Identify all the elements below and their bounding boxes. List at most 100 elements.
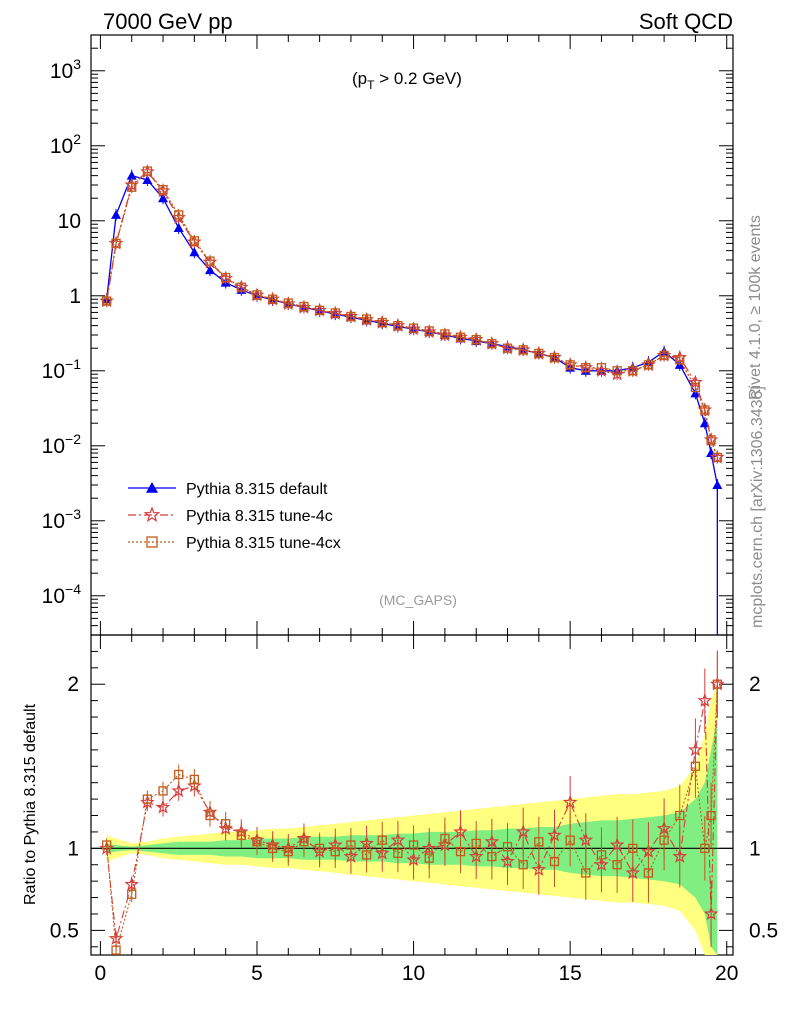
- square-marker: [643, 360, 654, 370]
- y-tick-label: 10−3: [42, 506, 82, 533]
- square-marker: [299, 301, 309, 312]
- square-marker: [549, 352, 560, 363]
- header-right: Soft QCD: [639, 9, 733, 34]
- ratio-series-2: [102, 650, 722, 955]
- square-marker: [111, 945, 121, 955]
- legend-label: Pythia 8.315 tune-4cx: [186, 535, 341, 552]
- square-marker: [549, 856, 560, 867]
- square-marker: [440, 833, 450, 844]
- star-marker: [515, 824, 531, 839]
- square-marker: [455, 332, 466, 342]
- square-marker: [659, 350, 669, 361]
- square-marker: [127, 182, 137, 192]
- cut-annotation: (pT > 0.2 GeV): [352, 69, 462, 92]
- square-marker: [299, 837, 309, 847]
- square-marker: [440, 329, 450, 339]
- ratio-tick-label-right: 1: [749, 837, 761, 860]
- square-marker: [502, 343, 513, 353]
- ratio-tick-label-right: 0.5: [749, 919, 778, 942]
- triangle-marker: [189, 247, 200, 257]
- square-marker: [158, 786, 168, 796]
- square-marker: [408, 840, 419, 850]
- triangle-marker: [146, 482, 158, 493]
- square-marker: [361, 314, 372, 324]
- square-marker: [102, 296, 112, 306]
- rivet-version-label: Rivet 4.1.0, ≥ 100k events: [747, 215, 764, 400]
- square-marker: [596, 363, 607, 373]
- star-marker: [143, 506, 161, 523]
- square-marker: [518, 860, 528, 870]
- square-marker: [236, 830, 246, 840]
- star-marker: [108, 930, 124, 945]
- ratio-outer-band: [106, 684, 718, 955]
- square-marker: [221, 272, 231, 283]
- square-marker: [487, 339, 497, 349]
- ratio-inner-band: [106, 717, 718, 955]
- triangle-marker: [205, 265, 216, 275]
- ratio-ylabel: Ratio to Pythia 8.315 default: [22, 703, 39, 905]
- square-marker: [174, 210, 184, 220]
- star-marker: [672, 848, 688, 863]
- square-marker: [314, 305, 325, 315]
- triangle-marker: [158, 193, 169, 203]
- square-marker: [111, 238, 121, 249]
- y-tick-label: 10−1: [42, 356, 82, 383]
- square-marker: [712, 452, 722, 463]
- triangle-marker: [173, 223, 184, 233]
- y-tick-label: 10−4: [42, 581, 82, 608]
- square-marker: [361, 850, 372, 860]
- ratio-plot: 0 5 10 15 20 2 2 1 1 0.5 0.5: [50, 635, 778, 985]
- header-left: 7000 GeV pp: [103, 9, 233, 34]
- y-tick-label: 1: [69, 285, 81, 308]
- triangle-marker: [111, 209, 122, 219]
- legend-label: Pythia 8.315 default: [186, 481, 328, 498]
- square-marker: [346, 840, 356, 850]
- square-marker: [252, 837, 262, 847]
- x-tick-label: 20: [715, 962, 738, 985]
- series-3: [102, 165, 722, 464]
- x-tick-label: 0: [95, 962, 107, 985]
- square-marker: [581, 363, 591, 373]
- star-marker: [562, 794, 578, 809]
- ratio-frame: [90, 634, 734, 956]
- square-marker: [659, 835, 669, 845]
- triangle-marker: [712, 480, 723, 489]
- series-2: [99, 164, 725, 464]
- square-marker: [612, 366, 622, 376]
- square-marker: [565, 835, 575, 845]
- star-marker: [171, 783, 187, 798]
- ratio-line: [106, 684, 718, 939]
- source-label: mcplots.cern.ch [arXiv:1306.3436]: [749, 386, 766, 628]
- square-marker: [643, 868, 654, 878]
- square-marker: [628, 843, 638, 853]
- square-marker: [565, 360, 575, 370]
- ratio-tick-label: 1: [67, 837, 79, 860]
- ratio-tick-label: 0.5: [50, 919, 79, 942]
- legend-entry-2: Pythia 8.315 tune-4c: [128, 506, 333, 525]
- triangle-marker: [126, 170, 137, 180]
- square-marker: [314, 843, 325, 853]
- square-marker: [612, 860, 622, 870]
- square-marker: [236, 282, 246, 292]
- square-marker: [102, 840, 112, 850]
- square-marker: [205, 256, 215, 266]
- square-marker: [127, 889, 137, 899]
- square-marker: [221, 819, 231, 829]
- ratio-tick-label-right: 2: [749, 673, 761, 696]
- analysis-watermark: (MC_GAPS): [379, 592, 457, 608]
- square-marker: [377, 835, 387, 845]
- square-marker: [581, 868, 591, 878]
- square-marker: [706, 810, 716, 821]
- star-marker: [155, 799, 171, 814]
- square-marker: [518, 345, 528, 355]
- square-marker: [700, 405, 710, 415]
- square-marker: [189, 774, 199, 785]
- legend-entry-1: Pythia 8.315 default: [128, 481, 328, 498]
- square-marker: [690, 382, 701, 393]
- series-1: [101, 169, 723, 491]
- square-marker: [142, 794, 153, 804]
- square-marker: [424, 326, 434, 336]
- square-marker: [252, 290, 262, 300]
